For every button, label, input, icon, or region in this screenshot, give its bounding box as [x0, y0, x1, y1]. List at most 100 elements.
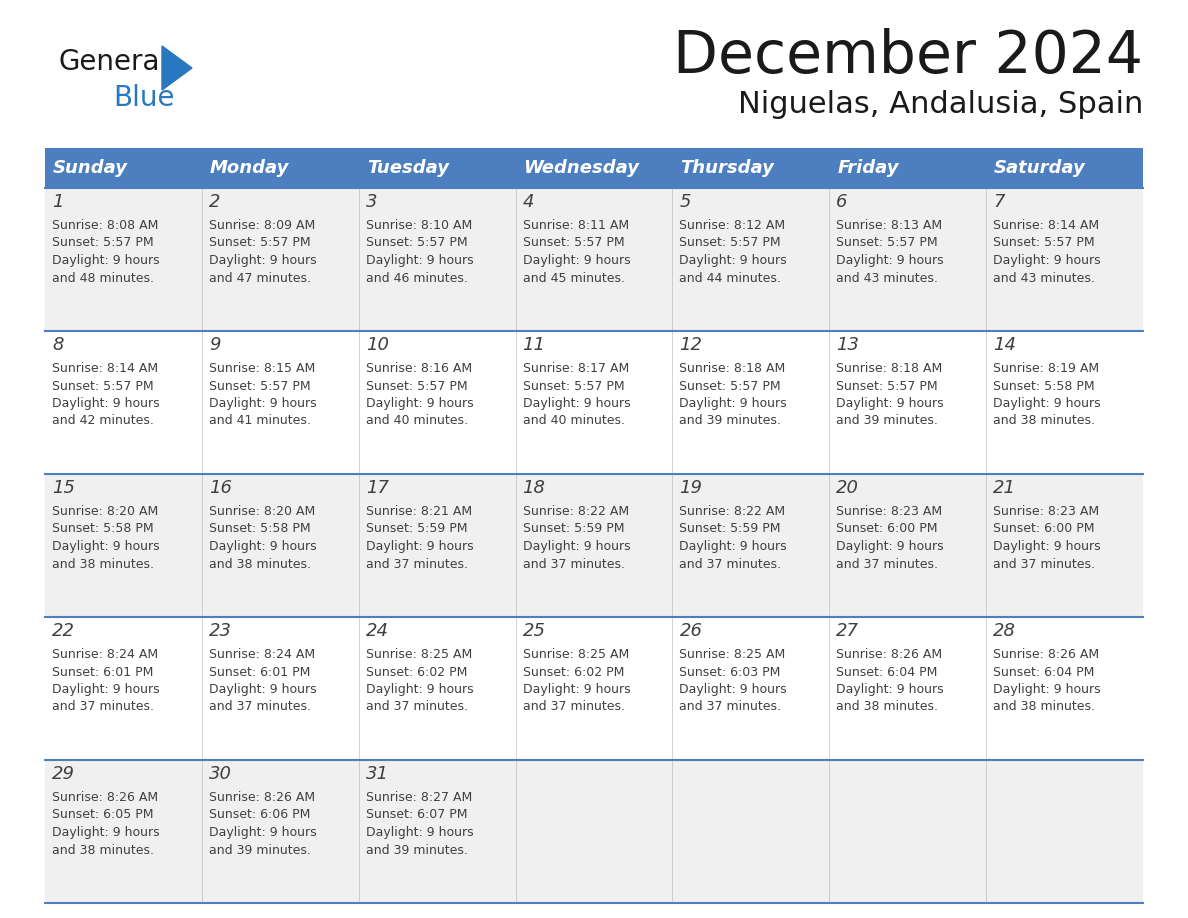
Text: Daylight: 9 hours: Daylight: 9 hours — [993, 397, 1101, 410]
Text: Sunset: 5:57 PM: Sunset: 5:57 PM — [680, 237, 781, 250]
Text: Daylight: 9 hours: Daylight: 9 hours — [680, 397, 788, 410]
Text: Sunrise: 8:16 AM: Sunrise: 8:16 AM — [366, 362, 472, 375]
Text: and 39 minutes.: and 39 minutes. — [366, 844, 468, 856]
Text: Daylight: 9 hours: Daylight: 9 hours — [209, 397, 316, 410]
Text: Daylight: 9 hours: Daylight: 9 hours — [836, 540, 944, 553]
Text: Sunrise: 8:22 AM: Sunrise: 8:22 AM — [680, 505, 785, 518]
Text: and 47 minutes.: and 47 minutes. — [209, 272, 311, 285]
Text: 10: 10 — [366, 336, 388, 354]
Text: and 38 minutes.: and 38 minutes. — [836, 700, 939, 713]
Text: and 39 minutes.: and 39 minutes. — [680, 415, 782, 428]
Text: Sunrise: 8:22 AM: Sunrise: 8:22 AM — [523, 505, 628, 518]
Text: Sunrise: 8:26 AM: Sunrise: 8:26 AM — [836, 648, 942, 661]
Text: Sunset: 5:57 PM: Sunset: 5:57 PM — [836, 237, 937, 250]
Text: Daylight: 9 hours: Daylight: 9 hours — [993, 683, 1101, 696]
Text: and 38 minutes.: and 38 minutes. — [209, 557, 311, 570]
Text: Sunrise: 8:26 AM: Sunrise: 8:26 AM — [993, 648, 1099, 661]
Bar — [516, 148, 672, 188]
Text: Friday: Friday — [838, 159, 899, 177]
Text: Sunrise: 8:27 AM: Sunrise: 8:27 AM — [366, 791, 472, 804]
Bar — [672, 148, 829, 188]
Text: 6: 6 — [836, 193, 848, 211]
Text: Daylight: 9 hours: Daylight: 9 hours — [209, 826, 316, 839]
Text: Sunrise: 8:09 AM: Sunrise: 8:09 AM — [209, 219, 315, 232]
Text: 30: 30 — [209, 765, 232, 783]
Text: Sunset: 6:07 PM: Sunset: 6:07 PM — [366, 809, 467, 822]
Text: Daylight: 9 hours: Daylight: 9 hours — [52, 683, 159, 696]
Text: and 39 minutes.: and 39 minutes. — [209, 844, 311, 856]
Text: Sunrise: 8:20 AM: Sunrise: 8:20 AM — [209, 505, 315, 518]
Text: Sunrise: 8:24 AM: Sunrise: 8:24 AM — [52, 648, 158, 661]
Text: 26: 26 — [680, 622, 702, 640]
Bar — [986, 148, 1143, 188]
Text: and 38 minutes.: and 38 minutes. — [52, 557, 154, 570]
Text: Niguelas, Andalusia, Spain: Niguelas, Andalusia, Spain — [738, 90, 1143, 119]
Text: and 37 minutes.: and 37 minutes. — [680, 557, 782, 570]
Bar — [829, 148, 986, 188]
Text: 2: 2 — [209, 193, 220, 211]
Text: Sunset: 5:59 PM: Sunset: 5:59 PM — [366, 522, 467, 535]
Text: General: General — [58, 48, 168, 76]
Text: and 39 minutes.: and 39 minutes. — [836, 415, 939, 428]
Text: Sunset: 6:02 PM: Sunset: 6:02 PM — [523, 666, 624, 678]
Text: and 37 minutes.: and 37 minutes. — [993, 557, 1095, 570]
Text: 17: 17 — [366, 479, 388, 497]
Text: 29: 29 — [52, 765, 75, 783]
Text: 13: 13 — [836, 336, 859, 354]
Text: Sunset: 5:57 PM: Sunset: 5:57 PM — [209, 237, 310, 250]
Text: and 37 minutes.: and 37 minutes. — [366, 700, 468, 713]
Text: Sunset: 5:58 PM: Sunset: 5:58 PM — [52, 522, 153, 535]
Text: Sunrise: 8:12 AM: Sunrise: 8:12 AM — [680, 219, 785, 232]
Text: Saturday: Saturday — [994, 159, 1086, 177]
Text: Sunrise: 8:25 AM: Sunrise: 8:25 AM — [366, 648, 472, 661]
Text: Sunrise: 8:21 AM: Sunrise: 8:21 AM — [366, 505, 472, 518]
Text: and 41 minutes.: and 41 minutes. — [209, 415, 311, 428]
Text: 31: 31 — [366, 765, 388, 783]
Text: and 42 minutes.: and 42 minutes. — [52, 415, 154, 428]
Text: Sunrise: 8:11 AM: Sunrise: 8:11 AM — [523, 219, 628, 232]
Text: and 37 minutes.: and 37 minutes. — [680, 700, 782, 713]
Text: and 37 minutes.: and 37 minutes. — [523, 700, 625, 713]
Text: and 44 minutes.: and 44 minutes. — [680, 272, 782, 285]
Bar — [45, 148, 202, 188]
Text: 28: 28 — [993, 622, 1016, 640]
Text: Daylight: 9 hours: Daylight: 9 hours — [366, 540, 473, 553]
Text: Sunset: 6:04 PM: Sunset: 6:04 PM — [836, 666, 937, 678]
Text: Sunrise: 8:10 AM: Sunrise: 8:10 AM — [366, 219, 472, 232]
Text: Daylight: 9 hours: Daylight: 9 hours — [680, 254, 788, 267]
Text: Sunset: 5:58 PM: Sunset: 5:58 PM — [209, 522, 310, 535]
Text: Sunrise: 8:26 AM: Sunrise: 8:26 AM — [52, 791, 158, 804]
Text: Daylight: 9 hours: Daylight: 9 hours — [366, 683, 473, 696]
Text: 18: 18 — [523, 479, 545, 497]
Text: Sunrise: 8:18 AM: Sunrise: 8:18 AM — [836, 362, 942, 375]
Text: 9: 9 — [209, 336, 220, 354]
Text: Sunset: 6:01 PM: Sunset: 6:01 PM — [209, 666, 310, 678]
Text: Sunset: 5:58 PM: Sunset: 5:58 PM — [993, 379, 1095, 393]
Text: 8: 8 — [52, 336, 63, 354]
Text: 3: 3 — [366, 193, 378, 211]
Text: Sunset: 5:57 PM: Sunset: 5:57 PM — [366, 237, 467, 250]
Text: 7: 7 — [993, 193, 1005, 211]
Text: Daylight: 9 hours: Daylight: 9 hours — [523, 397, 630, 410]
Text: Sunrise: 8:25 AM: Sunrise: 8:25 AM — [523, 648, 628, 661]
Text: Daylight: 9 hours: Daylight: 9 hours — [680, 540, 788, 553]
Text: Sunset: 6:05 PM: Sunset: 6:05 PM — [52, 809, 153, 822]
Text: Sunrise: 8:14 AM: Sunrise: 8:14 AM — [52, 362, 158, 375]
Text: 22: 22 — [52, 622, 75, 640]
Text: Sunrise: 8:18 AM: Sunrise: 8:18 AM — [680, 362, 785, 375]
Text: and 40 minutes.: and 40 minutes. — [366, 415, 468, 428]
Text: Sunset: 5:57 PM: Sunset: 5:57 PM — [52, 379, 153, 393]
Text: Daylight: 9 hours: Daylight: 9 hours — [836, 254, 944, 267]
Text: Daylight: 9 hours: Daylight: 9 hours — [52, 826, 159, 839]
Text: Monday: Monday — [210, 159, 289, 177]
Text: Sunrise: 8:19 AM: Sunrise: 8:19 AM — [993, 362, 1099, 375]
Text: and 48 minutes.: and 48 minutes. — [52, 272, 154, 285]
Text: Sunday: Sunday — [53, 159, 128, 177]
Text: Sunset: 6:02 PM: Sunset: 6:02 PM — [366, 666, 467, 678]
Text: Thursday: Thursday — [681, 159, 775, 177]
Text: and 45 minutes.: and 45 minutes. — [523, 272, 625, 285]
Text: Daylight: 9 hours: Daylight: 9 hours — [366, 826, 473, 839]
Text: Daylight: 9 hours: Daylight: 9 hours — [836, 397, 944, 410]
Text: Sunrise: 8:23 AM: Sunrise: 8:23 AM — [836, 505, 942, 518]
Text: Sunrise: 8:17 AM: Sunrise: 8:17 AM — [523, 362, 628, 375]
